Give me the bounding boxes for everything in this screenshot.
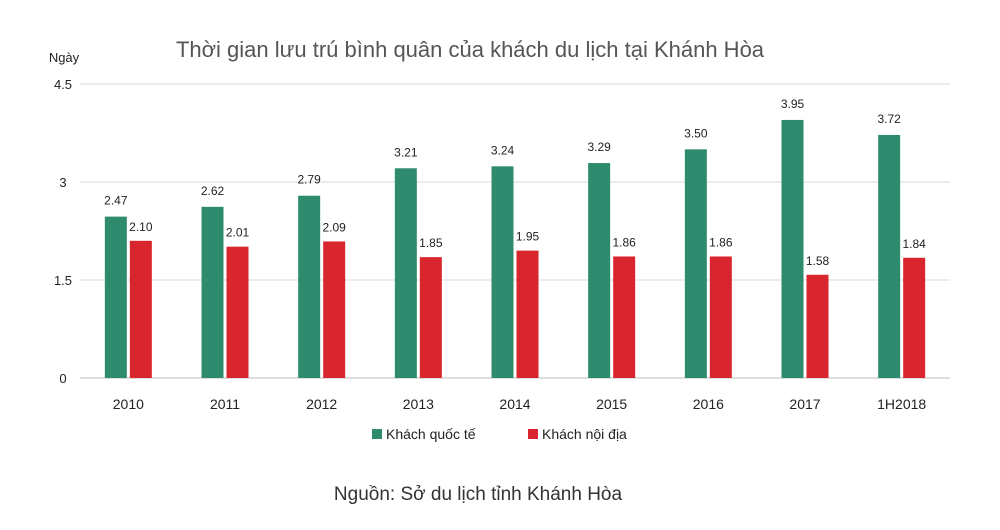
data-label-domestic-2015: 1.86 — [612, 235, 636, 249]
x-tick-label: 2017 — [789, 396, 820, 412]
bar-international-2015 — [588, 163, 611, 378]
legend-label-domestic: Khách nội địa — [542, 426, 627, 442]
x-tick-label: 2015 — [596, 396, 627, 412]
bar-domestic-2017 — [806, 274, 829, 378]
bar-domestic-2010 — [129, 240, 152, 378]
data-label-international-2011: 2.62 — [201, 184, 225, 198]
bar-international-2017 — [781, 119, 804, 378]
x-tick-label: 2014 — [499, 396, 530, 412]
data-label-international-1H2018: 3.72 — [877, 112, 901, 126]
bar-domestic-2014 — [516, 250, 539, 378]
x-tick-label: 2010 — [113, 396, 144, 412]
bar-international-2013 — [394, 168, 417, 378]
data-label-domestic-2014: 1.95 — [516, 230, 540, 244]
data-labels: 2.472.10 2.62 2.01 2.79 2.09 3.21 1.85 3.24 1.95… — [104, 97, 926, 268]
bar-domestic-2011 — [226, 246, 249, 378]
y-tick-label: 1.5 — [54, 273, 72, 288]
data-label-domestic-1H2018: 1.84 — [902, 237, 926, 251]
bar-international-1H2018 — [878, 134, 901, 378]
data-label-international-2012: 2.79 — [297, 173, 321, 187]
bar-domestic-1H2018 — [903, 257, 926, 378]
bar-international-2014 — [491, 166, 514, 378]
data-label-international-2010: 2.47 — [104, 194, 128, 208]
bar-international-2011 — [201, 206, 224, 378]
x-axis-ticks: 2010 2011 2012 2013 2014 2015 2016 2017 1H2018 — [113, 396, 927, 412]
source-note: Nguồn: Sở du lịch tỉnh Khánh Hòa — [334, 484, 623, 505]
bar-domestic-2012 — [323, 241, 346, 378]
data-label-domestic-2010: 2.10 — [129, 220, 153, 234]
y-axis-ticks: 0 1.5 3 4.5 — [54, 77, 72, 386]
data-label-international-2014: 3.24 — [491, 143, 515, 157]
data-label-international-2015: 3.29 — [587, 140, 611, 154]
bars — [104, 119, 926, 378]
legend-swatch-international — [372, 429, 382, 439]
data-label-international-2016: 3.50 — [684, 126, 708, 140]
legend-swatch-domestic — [528, 429, 538, 439]
bar-domestic-2013 — [419, 257, 442, 378]
bar-domestic-2015 — [613, 256, 636, 378]
chart-title: Thời gian lưu trú bình quân của khách du… — [176, 37, 765, 62]
x-tick-label: 2013 — [403, 396, 434, 412]
data-label-international-2013: 3.21 — [394, 145, 418, 159]
bar-international-2016 — [684, 149, 707, 378]
x-tick-label: 1H2018 — [877, 396, 926, 412]
y-tick-label: 0 — [59, 371, 66, 386]
y-axis-unit-label: Ngày — [49, 50, 80, 65]
legend: Khách quốc tế Khách nội địa — [372, 426, 627, 442]
data-label-domestic-2012: 2.09 — [322, 220, 346, 234]
y-tick-label: 3 — [59, 175, 66, 190]
x-tick-label: 2012 — [306, 396, 337, 412]
bar-international-2012 — [298, 195, 321, 378]
data-label-international-2017: 3.95 — [781, 97, 805, 111]
data-label-domestic-2013: 1.85 — [419, 236, 443, 250]
bar-international-2010 — [104, 216, 127, 378]
data-label-domestic-2017: 1.58 — [806, 254, 830, 268]
gridlines — [80, 83, 950, 379]
y-tick-label: 4.5 — [54, 77, 72, 92]
data-label-domestic-2016: 1.86 — [709, 235, 733, 249]
data-label-domestic-2011: 2.01 — [226, 226, 250, 240]
bar-domestic-2016 — [709, 256, 732, 378]
legend-label-international: Khách quốc tế — [386, 426, 476, 442]
x-tick-label: 2016 — [693, 396, 724, 412]
x-tick-label: 2011 — [210, 396, 240, 412]
